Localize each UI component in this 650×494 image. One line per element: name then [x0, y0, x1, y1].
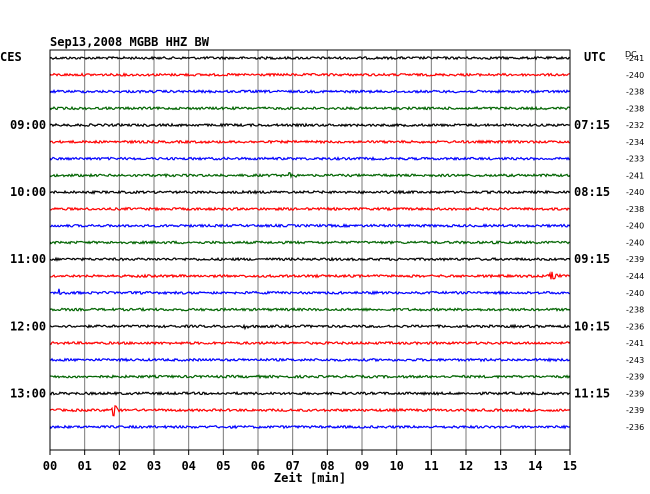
trace-row-16 — [49, 323, 571, 331]
dc-offset-value: -241 — [626, 339, 644, 348]
right-timezone-label: UTC — [584, 50, 606, 64]
trace-row-6 — [49, 156, 571, 161]
trace-row-1 — [49, 72, 570, 78]
left-time-label: 09:00 — [10, 118, 46, 132]
x-tick-label: 02 — [112, 459, 126, 473]
dc-offset-value: -243 — [626, 356, 644, 365]
trace-row-17 — [49, 340, 571, 346]
seismogram-traces — [49, 55, 571, 430]
left-time-label: 12:00 — [10, 319, 46, 333]
dc-offset-value: -236 — [626, 322, 644, 331]
dc-offset-value: -233 — [626, 155, 644, 164]
trace-row-7 — [49, 172, 571, 179]
trace-row-10 — [49, 223, 571, 229]
dc-offset-value: -232 — [626, 121, 644, 130]
right-time-labels: 07:15 08:15 09:15 10:15 11:15 — [574, 118, 610, 400]
x-tick-label: 01 — [77, 459, 91, 473]
trace-row-4 — [49, 122, 571, 128]
trace-row-20 — [49, 390, 571, 396]
dc-offset-value: -238 — [626, 306, 644, 315]
left-time-label: 11:00 — [10, 252, 46, 266]
dc-offset-value: -236 — [626, 423, 644, 432]
trace-row-0 — [49, 55, 571, 61]
dc-offset-value: -238 — [626, 88, 644, 97]
dc-offset-value: -240 — [626, 289, 644, 298]
dc-offset-labels: -241 -240 -238 -238 -232 -234 -233 -241 -240 -238… — [626, 54, 644, 432]
x-tick-label: 07 — [285, 459, 299, 473]
right-time-label: 11:15 — [574, 386, 610, 400]
trace-row-8 — [49, 189, 571, 195]
dc-offset-value: -234 — [626, 138, 644, 147]
trace-row-22 — [49, 424, 571, 430]
x-axis-ticks: 00 01 02 03 04 05 06 07 08 09 10 11 12 13 14 15 — [43, 450, 577, 473]
x-tick-label: 05 — [216, 459, 230, 473]
left-time-labels: 09:00 10:00 11:00 12:00 13:00 — [10, 118, 46, 400]
x-tick-label: 06 — [251, 459, 265, 473]
trace-row-19 — [49, 374, 571, 380]
x-tick-label: 04 — [181, 459, 195, 473]
dc-header-label: DC — [625, 50, 637, 59]
dc-offset-value: -239 — [626, 373, 644, 382]
x-tick-label: 12 — [459, 459, 473, 473]
dc-offset-value: -239 — [626, 406, 644, 415]
x-tick-label: 00 — [43, 459, 57, 473]
x-tick-label: 03 — [147, 459, 161, 473]
x-tick-label: 15 — [563, 459, 577, 473]
x-tick-label: 08 — [320, 459, 334, 473]
x-tick-label: 14 — [528, 459, 542, 473]
plot-frame — [49, 49, 571, 451]
dc-offset-value: -238 — [626, 205, 644, 214]
trace-row-18 — [49, 357, 571, 363]
trace-row-9 — [50, 206, 571, 212]
left-time-label: 10:00 — [10, 185, 46, 199]
left-time-label: 13:00 — [10, 386, 46, 400]
dc-offset-value: -239 — [626, 389, 644, 398]
left-timezone-label: CES — [0, 50, 22, 64]
dc-offset-value: -238 — [626, 104, 644, 113]
right-time-label: 09:15 — [574, 252, 610, 266]
trace-row-13 — [49, 271, 571, 280]
dc-offset-value: -241 — [626, 171, 644, 180]
right-time-label: 07:15 — [574, 118, 610, 132]
trace-row-12 — [49, 256, 571, 262]
dc-offset-value: -240 — [626, 188, 644, 197]
x-axis-label: Zeit [min] — [274, 471, 346, 485]
x-tick-label: 13 — [493, 459, 507, 473]
trace-row-3 — [49, 105, 571, 111]
trace-row-14 — [49, 288, 571, 296]
trace-row-5 — [49, 139, 571, 145]
dc-offset-value: -239 — [626, 255, 644, 264]
x-tick-label: 11 — [424, 459, 438, 473]
x-tick-label: 09 — [355, 459, 369, 473]
dc-offset-value: -244 — [626, 272, 644, 281]
dc-offset-value: -240 — [626, 238, 644, 247]
x-tick-label: 10 — [389, 459, 403, 473]
trace-row-21 — [49, 405, 571, 417]
dc-offset-value: -241 — [626, 54, 644, 63]
dc-offset-value: -240 — [626, 222, 644, 231]
grid — [84, 50, 536, 450]
right-time-label: 08:15 — [574, 185, 610, 199]
trace-row-15 — [49, 306, 571, 313]
right-time-label: 10:15 — [574, 319, 610, 333]
chart-title: Sep13,2008 MGBB HHZ BW — [50, 35, 210, 49]
trace-row-11 — [49, 240, 571, 245]
dc-offset-value: -240 — [626, 71, 644, 80]
trace-row-2 — [49, 89, 571, 95]
